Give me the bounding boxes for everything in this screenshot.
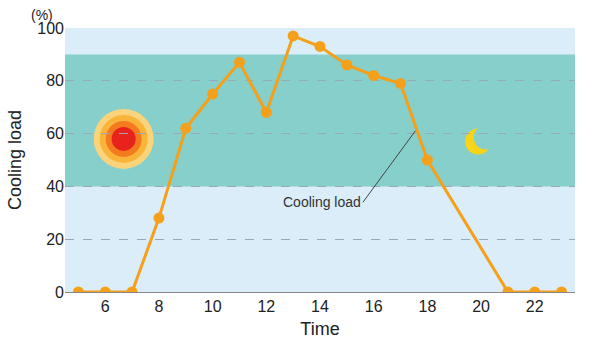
- svg-text:Cooling load: Cooling load: [5, 110, 25, 210]
- svg-text:16: 16: [365, 298, 383, 315]
- svg-text:14: 14: [311, 298, 329, 315]
- svg-text:18: 18: [418, 298, 436, 315]
- svg-text:20: 20: [46, 231, 64, 248]
- svg-text:8: 8: [154, 298, 163, 315]
- svg-text:22: 22: [526, 298, 544, 315]
- svg-text:10: 10: [204, 298, 222, 315]
- svg-text:40: 40: [46, 178, 64, 195]
- svg-text:60: 60: [46, 125, 64, 142]
- svg-text:12: 12: [257, 298, 275, 315]
- svg-text:Cooling load: Cooling load: [283, 194, 361, 210]
- svg-text:0: 0: [55, 284, 64, 301]
- svg-text:80: 80: [46, 72, 64, 89]
- svg-text:20: 20: [472, 298, 490, 315]
- svg-text:(%): (%): [31, 7, 53, 23]
- svg-text:100: 100: [37, 20, 64, 37]
- svg-text:6: 6: [101, 298, 110, 315]
- svg-text:Time: Time: [300, 319, 339, 339]
